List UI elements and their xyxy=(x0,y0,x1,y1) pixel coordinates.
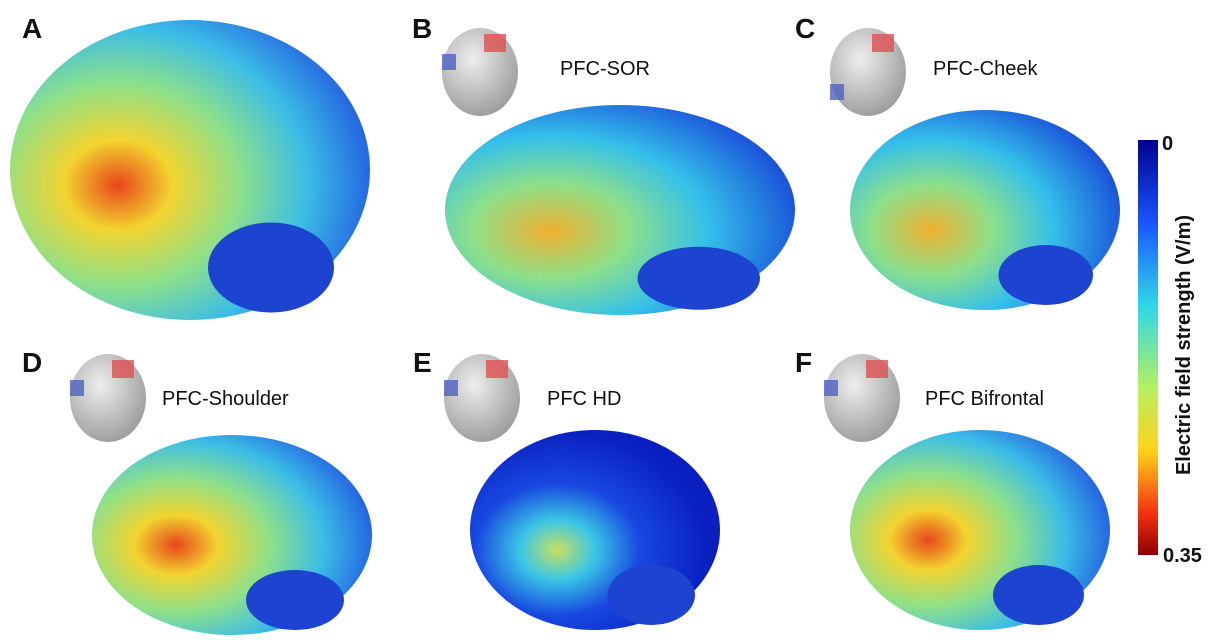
panel-letter: A xyxy=(22,13,42,44)
head xyxy=(824,354,900,442)
head xyxy=(444,354,520,442)
cerebellum xyxy=(638,247,761,310)
cathode-pad xyxy=(442,54,456,70)
panel-label: PFC HD xyxy=(547,388,621,410)
figure: 0 0.35 Electric field strength (V/m) A B P… xyxy=(0,0,1213,640)
cerebellum xyxy=(246,570,344,630)
panel-label: PFC Bifrontal xyxy=(925,388,1044,410)
head xyxy=(830,28,906,116)
cathode-pad xyxy=(824,380,838,396)
cathode-pad xyxy=(444,380,458,396)
cathode-pad xyxy=(830,84,844,100)
anode-pad xyxy=(112,360,134,378)
panel-letter: E xyxy=(413,347,432,378)
colorbar xyxy=(1138,140,1158,555)
anode-pad xyxy=(486,360,508,378)
cathode-pad xyxy=(70,380,84,396)
panel-letter: B xyxy=(412,13,432,44)
anode-pad xyxy=(484,34,506,52)
cerebellum xyxy=(608,565,696,625)
cerebellum xyxy=(208,223,334,313)
panel-label: PFC-SOR xyxy=(560,58,650,80)
head xyxy=(442,28,518,116)
panel-label: PFC-Shoulder xyxy=(162,388,289,410)
anode-pad xyxy=(866,360,888,378)
colorbar-max: 0.35 xyxy=(1163,545,1202,567)
head xyxy=(70,354,146,442)
panel-letter: F xyxy=(795,347,812,378)
panel-letter: C xyxy=(795,13,815,44)
colorbar-min: 0 xyxy=(1162,133,1173,155)
cerebellum xyxy=(993,565,1084,625)
cerebellum xyxy=(999,245,1094,305)
panel-label: PFC-Cheek xyxy=(933,58,1038,80)
colorbar-title: Electric field strength (V/m) xyxy=(1173,215,1195,475)
panel-letter: D xyxy=(22,347,42,378)
anode-pad xyxy=(872,34,894,52)
